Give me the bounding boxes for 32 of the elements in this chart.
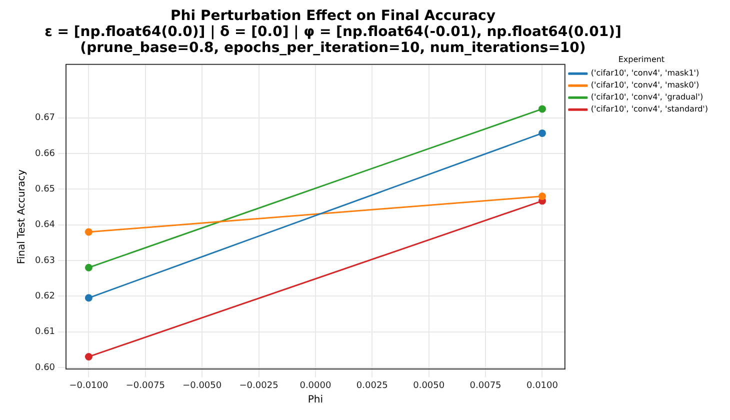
point <box>84 264 92 272</box>
legend-label: ('cifar10', 'conv4', 'gradual') <box>590 92 704 102</box>
x-axis-title: Phi <box>308 394 324 406</box>
point <box>538 192 546 200</box>
x-tick-label: −0.0100 <box>69 380 108 391</box>
point <box>538 105 546 113</box>
legend-label: ('cifar10', 'conv4', 'mask0') <box>590 80 700 90</box>
chart-title: Phi Perturbation Effect on Final Accuracy ε = [np.float64(0.0)] | δ = [0.0] | φ = [np.float64(-0.01), np.float64(0.01)] (prune_base=0.8, epochs_per_iteration=10, num_iterations=10) <box>44 8 622 56</box>
point <box>84 352 92 360</box>
point <box>538 129 546 137</box>
x-tick-label: −0.0025 <box>239 380 278 391</box>
y-tick-label: 0.67 <box>34 113 56 124</box>
y-tick-label: 0.60 <box>34 362 56 373</box>
x-tick-label: 0.0050 <box>413 380 445 391</box>
point <box>84 228 92 236</box>
x-tick-label: 0.0100 <box>526 380 558 391</box>
y-tick-label: 0.62 <box>34 291 56 302</box>
x-tick-label: −0.0050 <box>182 380 222 391</box>
y-tick-label: 0.63 <box>34 256 56 266</box>
x-tick-label: 0.0025 <box>356 380 388 391</box>
x-tick-label: 0.0075 <box>470 380 502 391</box>
y-tick-label: 0.61 <box>34 327 56 338</box>
legend-label: ('cifar10', 'conv4', 'mask1') <box>590 68 700 78</box>
point <box>84 294 92 302</box>
y-axis-title: Final Test Accuracy <box>16 169 28 264</box>
legend-label: ('cifar10', 'conv4', 'standard') <box>590 104 708 114</box>
x-tick-label: −0.0075 <box>126 380 165 391</box>
x-tick-label: 0.0000 <box>300 380 332 391</box>
y-tick-label: 0.64 <box>34 220 56 230</box>
legend-title: Experiment <box>618 55 665 64</box>
y-tick-label: 0.65 <box>34 184 56 195</box>
y-tick-label: 0.66 <box>34 148 56 159</box>
